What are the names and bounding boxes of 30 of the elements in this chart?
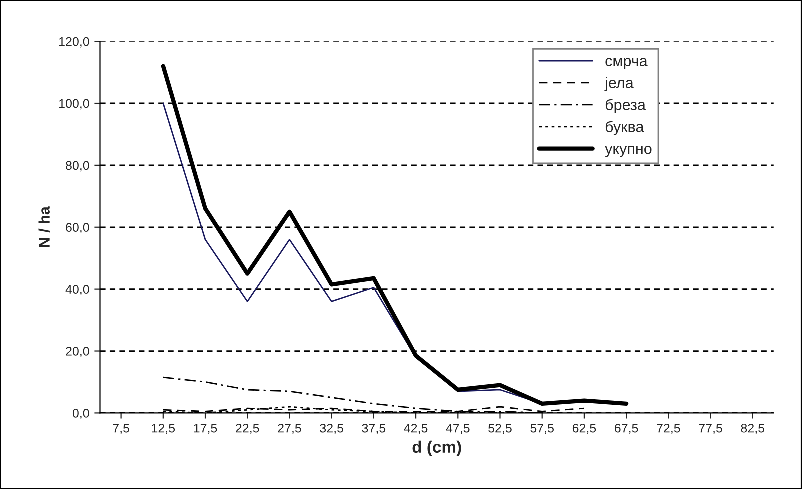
x-tick-label: 37,5 (362, 424, 386, 434)
y-tick-label: 20,0 (66, 347, 90, 358)
y-tick-label: 40,0 (66, 285, 90, 296)
x-tick-label: 17,5 (194, 424, 218, 434)
x-tick-label: 57,5 (530, 424, 554, 434)
legend-label: смрча (606, 58, 648, 70)
x-tick-label: 32,5 (320, 424, 344, 434)
x-tick-label: 27,5 (278, 424, 302, 434)
x-tick-label: 47,5 (446, 424, 470, 434)
x-tick-label: 62,5 (572, 424, 596, 434)
x-tick-label: 52,5 (488, 424, 512, 434)
x-tick-label: 42,5 (404, 424, 428, 434)
x-tick-label: 22,5 (236, 424, 260, 434)
y-tick-label: 0,0 (72, 409, 90, 420)
legend-label: бреза (606, 99, 646, 114)
y-tick-label: 60,0 (66, 223, 90, 234)
legend-label: укупно (605, 146, 652, 158)
y-tick-label: 80,0 (66, 161, 90, 172)
legend-label: јела (604, 77, 634, 92)
x-tick-label: 82,5 (741, 424, 765, 434)
x-axis-title: d (cm) (412, 440, 462, 456)
x-tick-label: 7,5 (113, 424, 130, 434)
legend-label: буква (606, 121, 644, 136)
x-tick-label: 67,5 (615, 424, 638, 434)
y-tick-label: 120,0 (60, 37, 90, 48)
y-tick-label: 100,0 (60, 99, 90, 110)
x-tick-label: 77,5 (699, 424, 722, 434)
x-tick-label: 12,5 (152, 424, 176, 434)
x-tick-label: 72,5 (657, 424, 680, 434)
y-axis-title: N / ha (38, 206, 50, 248)
